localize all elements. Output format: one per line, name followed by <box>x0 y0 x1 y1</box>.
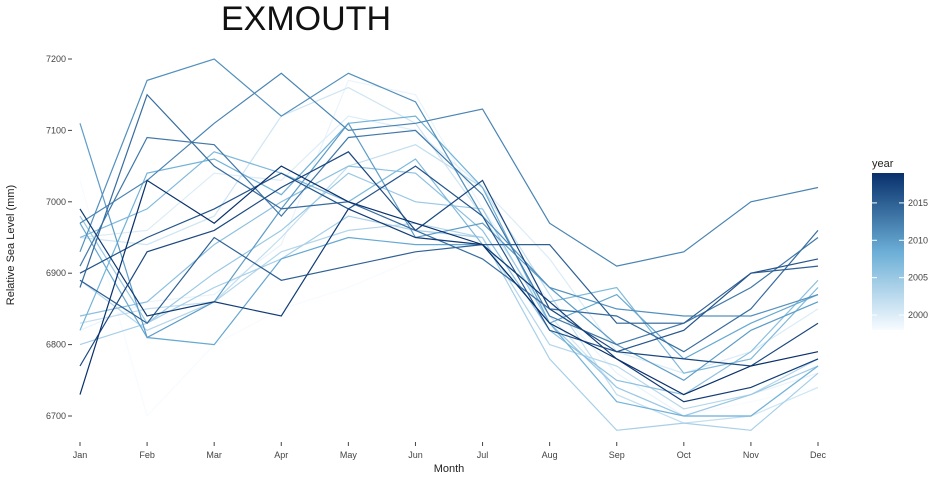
series-line-2019 <box>79 165 819 396</box>
y-axis-title: Relative Sea Level (mm) <box>5 185 17 305</box>
y-tick-label: 6800 <box>46 340 66 350</box>
y-tick-label: 6700 <box>46 411 66 421</box>
y-axis: 6700 6800 6900 7000 7100 7200 <box>46 54 72 421</box>
x-tick-label: Jul <box>477 450 489 460</box>
legend-colorbar <box>872 173 904 330</box>
y-tick-label: 6900 <box>46 268 66 278</box>
x-tick-label: Mar <box>206 450 222 460</box>
x-tick-label: Jun <box>408 450 423 460</box>
legend-tick-label: 2010 <box>908 235 928 245</box>
x-tick-label: Jan <box>73 450 88 460</box>
y-tick-label: 7000 <box>46 197 66 207</box>
x-tick-label: Feb <box>139 450 155 460</box>
series-line-2015 <box>79 236 819 324</box>
series-line-2017 <box>79 151 819 367</box>
chart-title: EXMOUTH <box>221 0 391 38</box>
series-line-2018 <box>79 208 819 403</box>
year-legend: year 2000 2005 2010 2015 <box>872 158 928 330</box>
legend-tick-label: 2015 <box>908 198 928 208</box>
x-tick-label: May <box>340 450 358 460</box>
series-line-2010 <box>79 122 819 382</box>
legend-tick-label: 2000 <box>908 310 928 320</box>
x-axis: Jan Feb Mar Apr May Jun Jul Aug Sep Oct Nov Dec <box>73 442 827 460</box>
y-tick-label: 7200 <box>46 54 66 64</box>
legend-title: year <box>872 158 894 170</box>
series-line-2012 <box>79 72 819 267</box>
x-tick-label: Nov <box>743 450 760 460</box>
series-line-2011 <box>79 58 819 317</box>
series-line-1998 <box>79 180 819 418</box>
y-tick-label: 7100 <box>46 125 66 135</box>
x-axis-title: Month <box>434 463 465 475</box>
x-tick-label: Sep <box>609 450 625 460</box>
series-line-2008 <box>79 115 819 417</box>
series-line-2013 <box>79 129 819 346</box>
x-tick-label: Oct <box>677 450 692 460</box>
series-line-2002 <box>79 144 819 424</box>
legend-ticks: 2000 2005 2010 2015 <box>872 198 928 320</box>
series-line-2014 <box>79 93 819 353</box>
series-line-2016 <box>79 165 819 353</box>
plot-area <box>79 58 819 431</box>
x-tick-label: Apr <box>274 450 288 460</box>
series-line-2001 <box>79 86 819 417</box>
series-line-2007 <box>79 151 819 374</box>
x-tick-label: Aug <box>542 450 558 460</box>
series-line-2006 <box>79 165 819 396</box>
x-tick-label: Dec <box>810 450 827 460</box>
legend-tick-label: 2005 <box>908 273 928 283</box>
